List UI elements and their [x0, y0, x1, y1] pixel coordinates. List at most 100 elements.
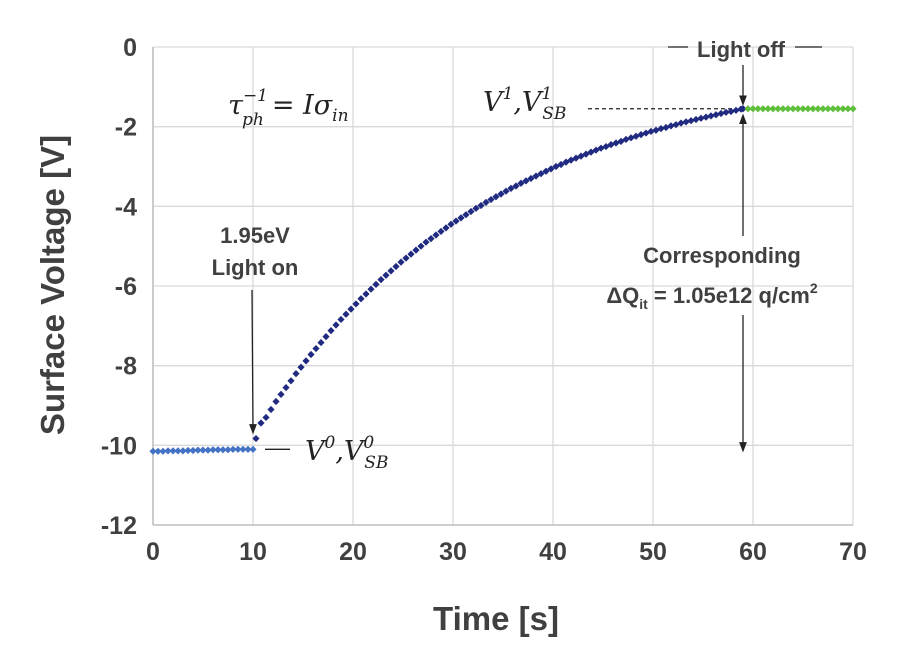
data-point-s2	[834, 105, 842, 113]
data-point-s2	[829, 105, 837, 113]
data-point-s2	[804, 105, 812, 113]
data-point-s2	[849, 105, 857, 113]
data-point-s1	[272, 397, 280, 406]
data-point-s1	[267, 405, 275, 414]
data-point-s1	[462, 211, 470, 219]
data-point-s2	[774, 105, 782, 113]
data-point-s0	[189, 446, 197, 455]
x-tick-label: 30	[439, 538, 467, 566]
data-point-s1	[282, 383, 290, 392]
data-point-s1	[507, 184, 515, 193]
data-point-s1	[547, 165, 555, 173]
y-tick-label: -4	[115, 193, 137, 221]
data-point-s2	[759, 105, 767, 113]
data-point-s1	[402, 254, 410, 262]
data-point-s1	[497, 190, 505, 198]
data-point-s2	[809, 105, 817, 113]
x-tick-label: 0	[146, 538, 160, 566]
y-tick-labels: 0 -2 -4 -6 -8 -10 -12	[101, 34, 137, 540]
data-point-s2	[754, 105, 762, 113]
light-on-arrow	[249, 289, 257, 435]
x-tick-label: 20	[339, 538, 367, 566]
data-point-s1	[292, 370, 300, 378]
data-point-s0	[159, 447, 167, 455]
data-point-s2	[814, 105, 822, 113]
data-point-s0	[194, 446, 202, 454]
data-point-s2	[749, 105, 757, 113]
x-tick-label: 50	[639, 538, 667, 566]
data-point-s2	[794, 105, 802, 113]
data-point-s1	[652, 126, 660, 134]
delta-q-label: ΔQit = 1.05e12 q/cm2	[606, 280, 818, 312]
data-point-s0	[164, 447, 172, 455]
y-tick-label: 0	[123, 34, 137, 62]
v1-label: V1,V1 SB	[483, 84, 566, 124]
data-point-s1	[682, 118, 690, 126]
annotation-lines	[249, 46, 822, 453]
data-point-s1	[732, 106, 740, 114]
data-point-s1	[352, 300, 360, 308]
light-on-label: Light on	[212, 255, 299, 280]
data-point-s1	[327, 327, 335, 335]
data-point-s1	[337, 315, 345, 324]
data-point-s1	[512, 182, 520, 190]
data-point-s1	[727, 107, 735, 116]
data-point-s1	[427, 234, 435, 243]
data-point-s1	[417, 242, 425, 250]
data-point-s1	[517, 179, 525, 187]
data-point-s1	[412, 246, 420, 254]
y-tick-label: -2	[115, 114, 137, 142]
data-point-s1	[307, 350, 315, 359]
data-point-s2	[744, 105, 752, 113]
data-point-s0	[154, 447, 162, 455]
data-point-s1	[397, 258, 405, 266]
data-point-s1	[532, 172, 540, 180]
data-point-s2	[824, 105, 832, 113]
data-point-s1	[432, 231, 440, 239]
data-point-s0	[224, 446, 232, 454]
x-tick-label: 70	[839, 538, 867, 566]
data-point-s0	[219, 446, 227, 454]
x-tick-label: 40	[539, 538, 567, 566]
data-point-s1	[692, 115, 700, 124]
x-tick-labels: 0 10 20 30 40 50 60 70	[146, 538, 867, 566]
data-point-s0	[209, 446, 217, 454]
v0-label: V0,V0 SB	[305, 433, 388, 473]
data-point-s2	[779, 105, 787, 113]
data-point-s1	[657, 125, 665, 133]
data-point-s0	[239, 445, 247, 453]
data-point-s1	[317, 338, 325, 347]
x-tick-label: 60	[739, 538, 767, 566]
data-point-s1	[252, 434, 260, 443]
light-on-energy: 1.95eV	[220, 223, 290, 248]
data-point-s1	[527, 174, 535, 183]
data-point-s1	[557, 160, 565, 169]
data-point-s1	[537, 170, 545, 178]
data-point-s2	[844, 105, 852, 113]
data-point-s1	[297, 363, 305, 371]
data-point-s1	[502, 187, 510, 195]
data-point-s1	[362, 290, 370, 298]
data-point-s1	[707, 112, 715, 120]
data-point-s1	[647, 127, 655, 136]
data-point-s1	[367, 285, 375, 293]
data-point-s1	[357, 295, 365, 303]
data-point-s1	[712, 111, 720, 119]
data-point-s1	[312, 344, 320, 353]
data-point-s1	[487, 195, 495, 204]
data-point-s2	[839, 105, 847, 113]
data-point-s2	[764, 105, 772, 113]
data-point-s1	[697, 114, 705, 122]
equation-label: τ−1 ph = Iσin	[228, 86, 349, 130]
axes	[152, 47, 853, 526]
data-point-s0	[174, 447, 182, 455]
data-point-s0	[179, 447, 187, 455]
data-point-s1	[372, 280, 380, 289]
y-tick-label: -8	[115, 353, 137, 381]
data-point-s1	[477, 201, 485, 210]
data-point-s0	[184, 446, 192, 455]
data-point-s1	[287, 377, 295, 385]
data-point-s1	[702, 113, 710, 121]
data-points	[149, 105, 857, 455]
